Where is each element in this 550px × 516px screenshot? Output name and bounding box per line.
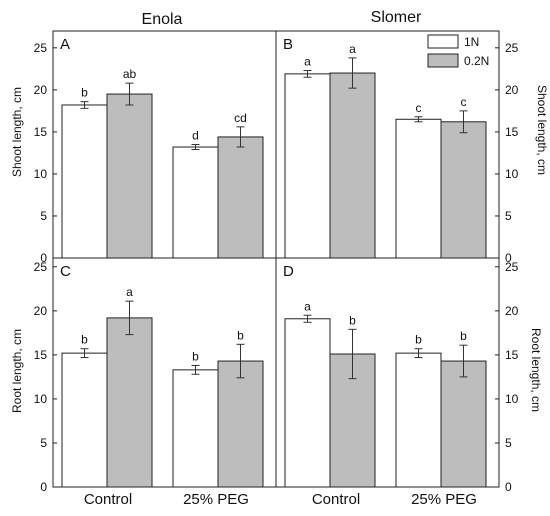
category-label-peg-left: 25% PEG	[183, 491, 249, 508]
panel-c-bar	[217, 360, 264, 488]
legend: 1N 0.2N	[427, 34, 489, 68]
panel-c-ytick-label: 5	[40, 436, 47, 450]
category-label-control-right: Control	[312, 491, 360, 508]
panel-d-ytick-label: 0	[505, 480, 512, 494]
panel-c-letter: C	[60, 263, 71, 280]
panel-b-bar	[440, 121, 487, 259]
panel-b-significance-letter: c	[461, 95, 467, 109]
right-ylabel-shoot: Shoot length, cm	[535, 85, 549, 175]
panel-a-ytick-label: 10	[34, 167, 48, 181]
panel-d-frame	[275, 257, 500, 488]
panel-b-ytick-label: 10	[505, 167, 519, 181]
panel-d-significance-letter: b	[415, 333, 422, 347]
panel-a-bar	[217, 136, 264, 259]
legend-swatch-0-2n	[427, 53, 459, 68]
panel-a-ytick-label: 5	[40, 209, 47, 223]
panel-c-ytick-label: 10	[34, 392, 48, 406]
column-title-slomer: Slomer	[371, 9, 422, 26]
panel-b-significance-letter: a	[304, 55, 311, 69]
panel-a-significance-letter: d	[192, 129, 199, 143]
panel-a-ytick-label: 15	[34, 125, 48, 139]
panel-a: 0 5 10 15 20 25 Ab d ab cd	[34, 30, 277, 265]
panel-c-ytick-label: 25	[34, 260, 48, 274]
panel-b-ytick-label: 20	[505, 83, 519, 97]
panel-b-ytick-label: 5	[505, 209, 512, 223]
panel-a-ytick-label: 0	[40, 251, 47, 265]
panel-d-ytick-label: 20	[505, 304, 519, 318]
legend-label-1n: 1N	[464, 35, 479, 49]
panel-d-significance-letter: a	[304, 299, 311, 313]
panel-a-letter: A	[60, 36, 70, 53]
panel-d-letter: D	[283, 263, 294, 280]
panel-d: 0 5 10 15 20 25 Da b b b	[275, 257, 519, 494]
panel-c-significance-letter: b	[237, 328, 244, 342]
category-label-peg-right: 25% PEG	[411, 491, 477, 508]
panel-b-ytick-label: 15	[505, 125, 519, 139]
panel-c-ytick-label: 0	[40, 480, 47, 494]
panel-c-bar	[172, 369, 219, 488]
legend-swatch-1n	[427, 34, 459, 49]
panel-a-significance-letter: ab	[123, 67, 137, 81]
left-ylabel-root: Root length, cm	[10, 329, 24, 413]
panel-d-ytick-label: 5	[505, 436, 512, 450]
panel-a-bar	[106, 93, 153, 259]
panel-b-bar	[395, 118, 442, 259]
panel-d-bar	[284, 318, 331, 488]
panel-d-bar	[395, 352, 442, 488]
panel-d-ytick-label: 15	[505, 348, 519, 362]
panel-a-significance-letter: cd	[234, 111, 247, 125]
panel-c-bar	[106, 317, 153, 488]
panel-b-significance-letter: a	[349, 42, 356, 56]
panel-d-bar	[440, 360, 487, 488]
panel-d-significance-letter: b	[460, 329, 467, 343]
panel-b-bar	[329, 72, 376, 259]
panel-c-significance-letter: b	[192, 349, 199, 363]
panel-a-significance-letter: b	[81, 86, 88, 100]
panel-a-ytick-label: 20	[34, 83, 48, 97]
panel-d-ytick-label: 25	[505, 260, 519, 274]
panel-b-letter: B	[283, 36, 293, 53]
left-ylabel-shoot: Shoot length, cm	[10, 87, 24, 177]
panel-d-significance-letter: b	[349, 313, 356, 327]
panel-a-ytick-label: 25	[34, 41, 48, 55]
legend-label-0-2n: 0.2N	[464, 54, 489, 68]
panel-b-ytick-label: 0	[505, 251, 512, 265]
panel-a-bar	[172, 146, 219, 259]
panel-c-bar	[61, 352, 108, 488]
column-title-enola: Enola	[142, 11, 183, 28]
panel-c-ytick-label: 15	[34, 348, 48, 362]
panel-c-ytick-label: 20	[34, 304, 48, 318]
category-label-control-left: Control	[84, 491, 132, 508]
panel-b-significance-letter: c	[416, 101, 422, 115]
panel-a-bar	[61, 104, 108, 259]
right-ylabel-root: Root length, cm	[529, 328, 543, 412]
panel-d-ytick-label: 10	[505, 392, 519, 406]
panel-b-ytick-label: 25	[505, 41, 519, 55]
panel-b-bar	[284, 73, 331, 259]
panel-c-significance-letter: a	[126, 285, 133, 299]
panel-c: 0 5 10 15 20 25 Cb b a b	[34, 257, 277, 494]
panel-c-significance-letter: b	[81, 333, 88, 347]
